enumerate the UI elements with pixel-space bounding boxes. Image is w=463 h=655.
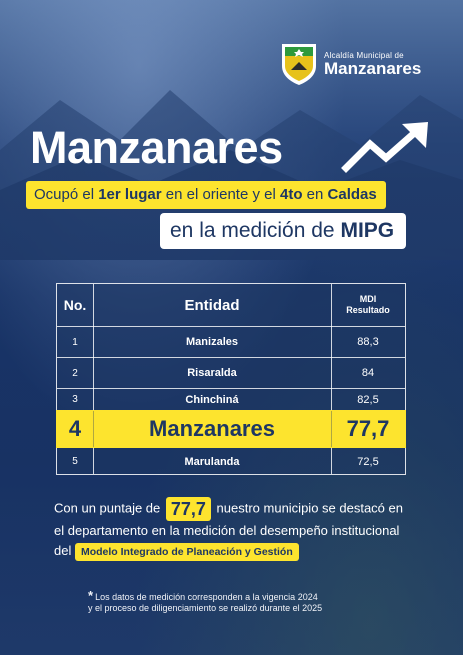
paragraph-text: nuestro municipio se destacó en el depar… bbox=[54, 500, 403, 558]
row-mdi: 88,3 bbox=[357, 336, 379, 348]
subtitle-white-band: en la medición de MIPG bbox=[160, 213, 406, 249]
paragraph-text: Con un puntaje de bbox=[54, 500, 164, 516]
table-header-row: No. Entidad MDI Resultado bbox=[57, 284, 405, 326]
row-mdi: 72,5 bbox=[357, 455, 379, 468]
subtitle-text: en bbox=[302, 186, 328, 203]
footnote-line1: Los datos de medición corresponden a la … bbox=[95, 592, 318, 602]
score-badge: 77,7 bbox=[165, 497, 211, 521]
header-mdi-line2: Resultado bbox=[346, 305, 390, 315]
trend-up-arrow-icon bbox=[341, 122, 428, 173]
row-entidad: Chinchiná bbox=[185, 393, 239, 406]
column-divider bbox=[331, 284, 332, 474]
row-no: 5 bbox=[72, 456, 78, 467]
header-entidad: Entidad bbox=[184, 296, 240, 314]
row-mdi: 77,7 bbox=[346, 416, 390, 441]
row-entidad: Risaralda bbox=[187, 367, 237, 379]
row-mdi: 82,5 bbox=[357, 393, 379, 406]
footnote: * Los datos de medición corresponden a la… bbox=[88, 588, 408, 614]
table-row: 2 Risaralda 84 bbox=[57, 358, 405, 388]
page-title: Manzanares bbox=[30, 122, 283, 173]
footnote-line2: y el proceso de diligenciamiento se real… bbox=[88, 603, 323, 613]
row-no: 1 bbox=[72, 336, 78, 348]
row-no: 3 bbox=[72, 394, 78, 405]
row-no: 4 bbox=[68, 416, 82, 441]
column-divider bbox=[93, 411, 94, 447]
subtitle-bold: MIPG bbox=[340, 219, 395, 242]
logo-top-text: Alcaldía Municipal de bbox=[324, 50, 404, 60]
row-divider bbox=[57, 388, 405, 389]
row-entidad: Marulanda bbox=[184, 455, 240, 468]
header-no: No. bbox=[63, 297, 87, 313]
row-divider bbox=[57, 357, 405, 358]
table-row-highlighted: 4 Manzanares 77,7 bbox=[56, 410, 406, 448]
mipg-badge: Modelo Integrado de Planeación y Gestión bbox=[74, 543, 299, 561]
column-divider bbox=[93, 284, 94, 474]
footnote-star: * bbox=[88, 588, 94, 603]
row-divider bbox=[57, 326, 405, 327]
row-entidad: Manizales bbox=[186, 336, 238, 348]
table-row: 5 Marulanda 72,5 bbox=[57, 449, 405, 474]
column-divider bbox=[331, 411, 332, 447]
subtitle-text: Ocupó el bbox=[34, 186, 99, 203]
subtitle-yellow-band: Ocupó el 1er lugar en el oriente y el 4t… bbox=[26, 181, 386, 209]
row-entidad: Manzanares bbox=[149, 416, 275, 441]
table-row: 3 Chinchiná 82,5 bbox=[57, 389, 405, 410]
table-row: 1 Manizales 88,3 bbox=[57, 327, 405, 357]
subtitle-bold: Caldas bbox=[327, 186, 377, 203]
subtitle-bold: 4to bbox=[280, 186, 303, 203]
subtitle-text: en el oriente y el bbox=[161, 186, 280, 203]
subtitle-text: en la medición de bbox=[170, 219, 341, 242]
row-no: 2 bbox=[72, 367, 78, 379]
row-mdi: 84 bbox=[361, 367, 375, 379]
summary-paragraph: Con un puntaje de 77,7 nuestro municipio… bbox=[54, 497, 414, 561]
header-mdi: MDI Resultado bbox=[331, 294, 405, 316]
municipal-shield-icon bbox=[282, 44, 316, 85]
subtitle-bold: 1er lugar bbox=[98, 186, 162, 203]
logo-main-text: Manzanares bbox=[324, 58, 422, 78]
logo: Alcaldía Municipal de Manzanares bbox=[280, 40, 421, 88]
header-mdi-line1: MDI bbox=[359, 294, 377, 304]
